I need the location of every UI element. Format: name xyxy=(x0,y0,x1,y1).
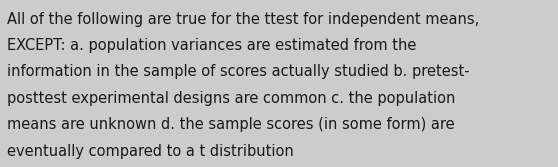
Text: eventually compared to a t distribution: eventually compared to a t distribution xyxy=(7,144,294,159)
Text: means are unknown d. the sample scores (in some form) are: means are unknown d. the sample scores (… xyxy=(7,117,455,132)
Text: EXCEPT: a. population variances are estimated from the: EXCEPT: a. population variances are esti… xyxy=(7,38,417,53)
Text: All of the following are true for the ttest for independent means,: All of the following are true for the tt… xyxy=(7,12,479,27)
Text: posttest experimental designs are common c. the population: posttest experimental designs are common… xyxy=(7,91,456,106)
Text: information in the sample of scores actually studied b. pretest-: information in the sample of scores actu… xyxy=(7,64,470,79)
